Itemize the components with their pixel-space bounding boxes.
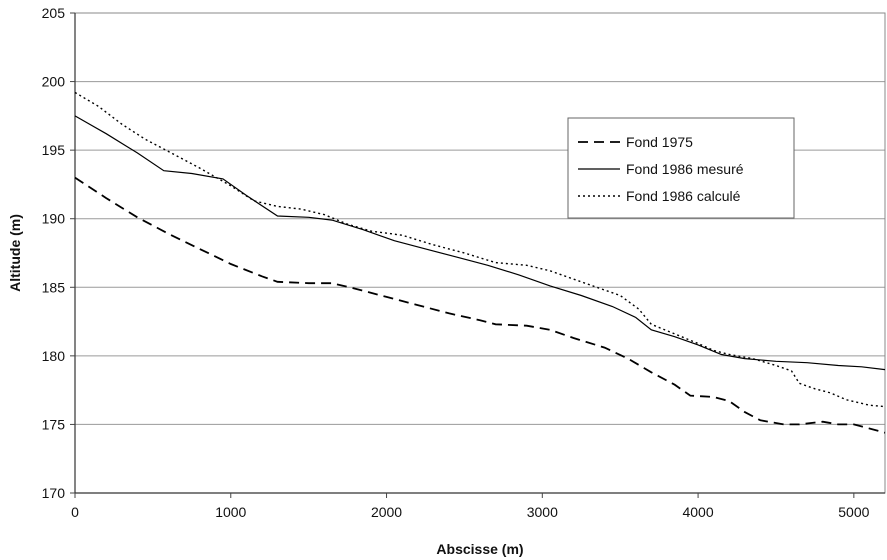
series-line-1 xyxy=(74,176,886,434)
y-tick-label: 180 xyxy=(42,348,66,364)
legend-box xyxy=(567,117,795,219)
x-tick-label: 0 xyxy=(71,504,79,520)
series-line-3 xyxy=(74,91,886,408)
y-axis-label: Altitude (m) xyxy=(7,214,23,292)
gridlines xyxy=(75,12,885,425)
x-tick-label: 3000 xyxy=(527,504,558,520)
y-tick-label: 175 xyxy=(42,416,66,432)
y-tick-label: 190 xyxy=(42,211,66,227)
x-tick-label: 2000 xyxy=(371,504,402,520)
y-tick-label: 200 xyxy=(42,74,66,90)
x-tick-label: 5000 xyxy=(838,504,869,520)
tick-labels: 170 175 180 185 190 195 200 205 0 1000 2000 3000 400… xyxy=(42,5,870,520)
legend-label-1: Fond 1975 xyxy=(626,134,693,150)
legend-label-2: Fond 1986 mesuré xyxy=(626,161,744,177)
x-axis-label: Abscisse (m) xyxy=(436,541,523,557)
series-lines xyxy=(74,91,886,434)
y-tick-label: 205 xyxy=(42,5,66,21)
legend-label-3: Fond 1986 calculé xyxy=(626,188,741,204)
x-tick-label: 1000 xyxy=(215,504,246,520)
y-tick-label: 195 xyxy=(42,142,66,158)
y-tick-label: 170 xyxy=(42,485,66,501)
legend: Fond 1975 Fond 1986 mesuré Fond 1986 calcu… xyxy=(567,117,795,219)
y-tick-label: 185 xyxy=(42,279,66,295)
x-tick-label: 4000 xyxy=(682,504,713,520)
